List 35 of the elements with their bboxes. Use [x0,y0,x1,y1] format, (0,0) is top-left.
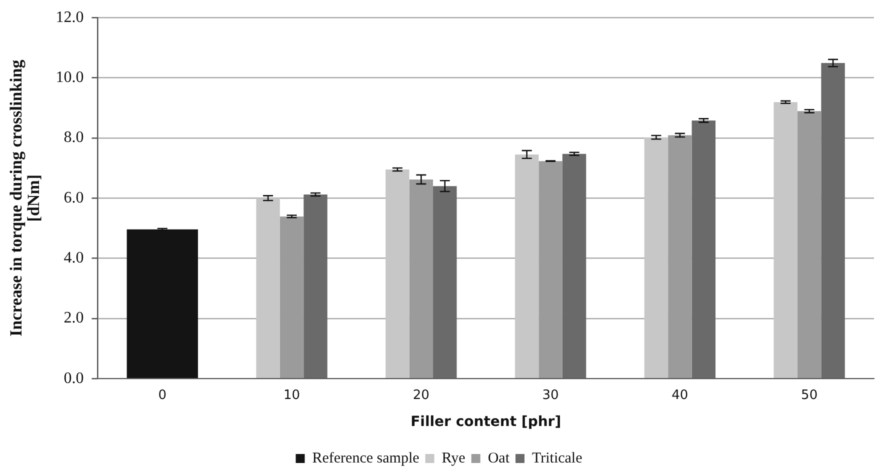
bar [538,161,562,378]
y-tick-label: 0.0 [64,370,84,387]
bar [256,198,280,378]
y-tick-label: 12.0 [56,8,84,26]
y-axis-title: Increase in torque during crosslinking [dNm] [6,59,44,336]
bar [774,102,798,378]
bar [644,137,668,378]
y-tick-label: 10.0 [56,68,84,86]
bar [692,120,716,378]
legend-label: Reference sample [312,450,420,466]
legend-label: Oat [488,450,510,466]
bar [821,63,845,378]
x-tick-label: 10 [284,388,300,403]
legend-label: Rye [442,450,466,466]
bar [304,194,328,378]
x-tick-label: 30 [542,388,559,403]
bar [562,154,586,378]
bar [433,186,457,378]
y-tick-label: 2.0 [64,310,84,327]
bar [386,170,410,378]
x-tick-label: 40 [672,388,688,403]
y-tick-label: 6.0 [64,189,84,206]
bar [668,135,692,378]
y-tick-label: 8.0 [64,129,84,146]
y-tick-label: 4.0 [64,249,84,266]
bar [280,216,304,378]
x-tick-label: 0 [158,388,167,403]
x-axis-title: Filler content [phr] [410,414,562,430]
bar [797,111,822,378]
bar [514,154,539,378]
bar [126,229,198,378]
x-tick-label: 20 [412,388,430,403]
bar [409,179,434,378]
x-tick-label: 50 [801,388,818,403]
legend-label: Triticale [532,450,583,466]
